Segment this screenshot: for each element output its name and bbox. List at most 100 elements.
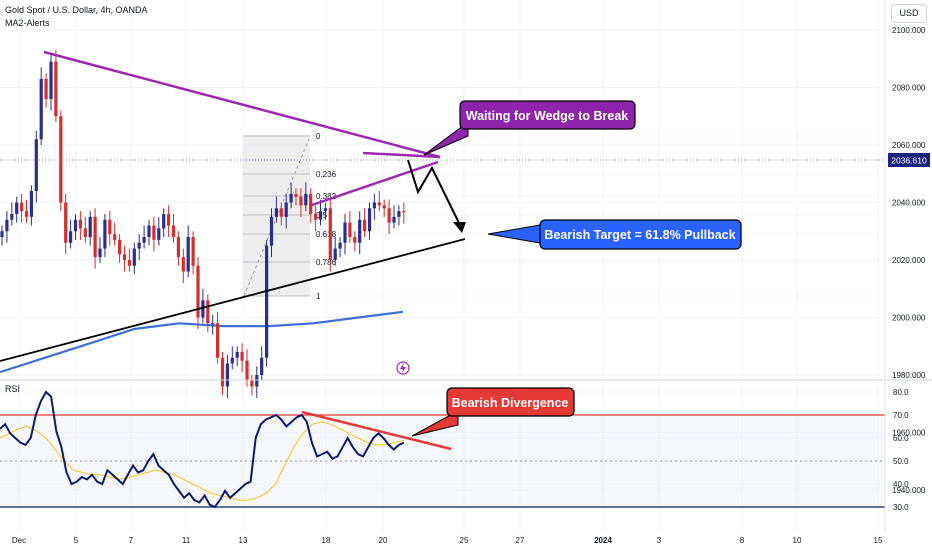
candle-body (377, 202, 381, 206)
price-tick-label: 2100.000 (892, 26, 926, 35)
candle-body (132, 248, 136, 266)
candle-body (314, 214, 318, 220)
candle-body (284, 202, 288, 217)
candle-body (367, 208, 372, 232)
candle-body (245, 360, 249, 381)
candle-body (5, 219, 9, 232)
price-tick-label: 1940.000 (892, 486, 926, 495)
candle-body (20, 202, 24, 212)
candle-body (181, 257, 185, 272)
wedge-callout-box[interactable] (459, 100, 636, 130)
price-tick-label: 2040.000 (892, 199, 926, 208)
fib-level-label: 0 (316, 132, 321, 141)
target-callout-box[interactable] (539, 219, 742, 250)
support-trendline[interactable] (0, 238, 466, 362)
time-tick-label: 27 (516, 536, 525, 545)
wedge-lower-line[interactable] (311, 160, 439, 207)
fib-level-label: 0.786 (316, 258, 337, 267)
divergence-line[interactable] (301, 410, 452, 451)
candle-body (191, 237, 195, 266)
time-tick-label: 10 (793, 536, 802, 545)
candle-body (118, 239, 122, 255)
candle-body (392, 216, 396, 223)
time-tick-label: 25 (460, 536, 469, 545)
candle-body (34, 139, 38, 191)
candle-body (0, 231, 4, 237)
candle-body (348, 222, 352, 237)
fib-level-label: 0.618 (316, 230, 337, 239)
currency-button[interactable]: USD (891, 4, 927, 23)
time-tick-label: 15 (874, 536, 883, 545)
time-tick-label: 18 (322, 536, 331, 545)
candle-body (24, 211, 29, 217)
candle-body (29, 191, 33, 217)
candle-body (64, 202, 68, 243)
candle-body (171, 225, 176, 237)
candle-body (122, 254, 127, 260)
time-tick-label: 20 (379, 536, 388, 545)
candle-body (235, 352, 239, 358)
candle-body (318, 211, 323, 220)
candle-body (343, 222, 347, 243)
candle-body (216, 323, 220, 358)
rsi-tick-label: 50.0 (893, 457, 909, 466)
rsi-tick-label: 60.0 (893, 434, 909, 443)
price-axis[interactable]: 2100.000 2080.000 2060.000 2040.000 2020.000… (892, 26, 926, 495)
candle-body (304, 193, 308, 206)
candle-body (250, 380, 254, 387)
time-tick-label: Dec (12, 536, 26, 545)
candle-body (255, 375, 259, 387)
candle-body (98, 248, 102, 258)
time-tick-label: 5 (74, 536, 79, 545)
candle-body (176, 237, 180, 258)
candle-body (73, 219, 78, 232)
candle-body (10, 214, 14, 220)
price-tick-label: 1960.000 (892, 429, 926, 438)
candle-body (230, 357, 234, 364)
candle-body (309, 193, 313, 214)
candle-body (15, 202, 19, 214)
rsi-tick-label: 40.0 (893, 480, 909, 489)
candle-body (93, 216, 97, 258)
target-callout-text: Bearish Target = 61.8% Pullback (544, 228, 735, 242)
wedge-small-upper-line[interactable] (362, 151, 441, 159)
candle-body (387, 208, 391, 223)
divergence-callout-box[interactable] (446, 387, 575, 417)
moving-average-line (0, 310, 404, 374)
projection-path[interactable] (407, 159, 462, 228)
candle-body (274, 208, 278, 217)
candle-body (260, 357, 264, 375)
candle-body (108, 219, 112, 235)
candle-body (220, 357, 225, 387)
projection-arrowhead-icon (453, 222, 466, 233)
candle-body (83, 228, 87, 237)
candle-body (78, 219, 82, 229)
fib-level-label: 1 (316, 292, 321, 301)
candle-body (382, 205, 386, 209)
price-tick-label: 2000.000 (892, 314, 926, 323)
candle-body (265, 245, 269, 358)
candle-body (211, 323, 215, 325)
candle-body (363, 219, 367, 232)
candle-body (289, 193, 293, 203)
time-tick-label: 2024 (594, 536, 612, 545)
candle-body (269, 216, 274, 246)
candle-body (196, 265, 200, 318)
fib-level-label: 0.236 (316, 170, 337, 179)
candle-body (49, 61, 53, 99)
candle-body (323, 208, 327, 212)
rsi-tick-label: 80.0 (893, 388, 909, 397)
candle-body (397, 211, 401, 217)
target-callout-pointer (487, 223, 547, 245)
candle-body (240, 352, 244, 361)
last-price-badge (888, 153, 930, 167)
candle-body (137, 242, 141, 249)
rsi-tick-label: 30.0 (893, 503, 909, 512)
rsi-ma-line (0, 421, 405, 501)
candle-body (353, 237, 357, 243)
candle-body (333, 248, 337, 260)
wedge-upper-line[interactable] (43, 50, 441, 159)
rsi-axis[interactable]: 80.0 70.0 60.0 50.0 40.0 30.0 (893, 388, 909, 512)
time-axis[interactable]: Dec 5 7 11 13 18 20 25 27 2024 3 8 10 15 (12, 536, 883, 545)
candle-body (162, 214, 166, 229)
